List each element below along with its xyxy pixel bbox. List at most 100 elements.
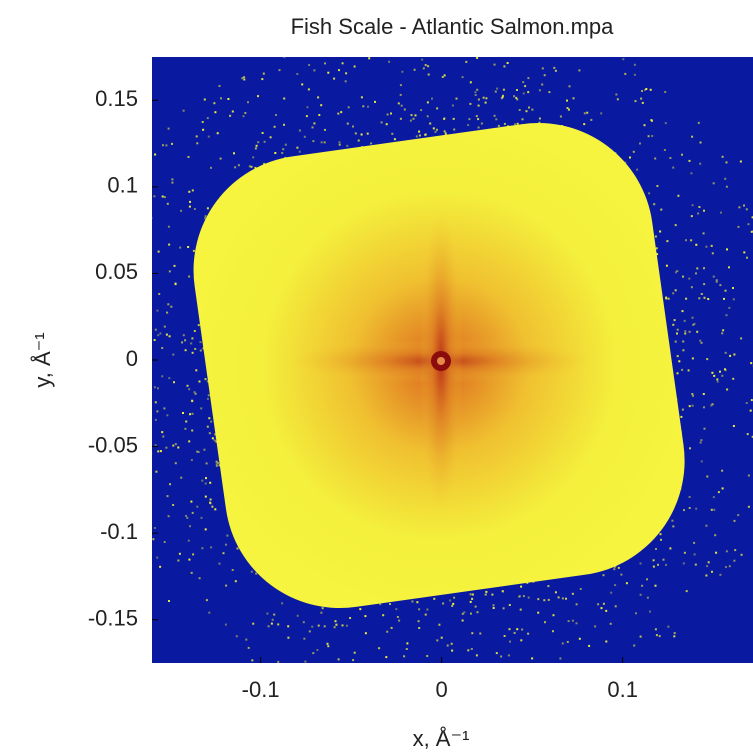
speckle bbox=[732, 287, 734, 289]
speckle bbox=[159, 565, 162, 568]
speckle bbox=[449, 712, 451, 714]
speckle bbox=[514, 123, 516, 126]
speckle bbox=[745, 402, 748, 404]
speckle bbox=[133, 399, 135, 401]
speckle bbox=[202, 128, 205, 131]
speckle bbox=[190, 342, 193, 345]
speckle bbox=[597, 603, 600, 606]
speckle bbox=[141, 380, 143, 382]
speckle bbox=[391, 132, 394, 135]
speckle bbox=[467, 124, 470, 127]
speckle bbox=[685, 590, 688, 593]
speckle bbox=[501, 590, 504, 593]
x-tick-label: 0 bbox=[436, 677, 448, 702]
speckle bbox=[90, 370, 92, 372]
speckle bbox=[693, 541, 696, 544]
speckle bbox=[654, 235, 657, 238]
speckle bbox=[121, 310, 123, 312]
speckle bbox=[107, 297, 109, 299]
speckle bbox=[537, 611, 540, 614]
speckle bbox=[191, 429, 194, 432]
speckle bbox=[418, 130, 421, 133]
speckle bbox=[341, 624, 344, 627]
speckle bbox=[273, 613, 276, 616]
speckle bbox=[337, 658, 340, 661]
speckle bbox=[486, 663, 488, 665]
speckle bbox=[141, 439, 143, 441]
speckle bbox=[420, 665, 422, 667]
speckle bbox=[205, 599, 208, 602]
speckle bbox=[149, 449, 151, 451]
speckle bbox=[750, 362, 753, 365]
speckle bbox=[154, 444, 157, 447]
speckle bbox=[688, 159, 691, 162]
speckle bbox=[417, 620, 420, 623]
speckle bbox=[404, 716, 406, 718]
speckle bbox=[269, 136, 272, 139]
speckle bbox=[323, 625, 326, 628]
speckle bbox=[356, 708, 358, 710]
speckle bbox=[316, 649, 319, 651]
speckle bbox=[692, 394, 694, 397]
speckle bbox=[720, 211, 722, 214]
speckle bbox=[298, 40, 300, 42]
speckle bbox=[654, 628, 657, 631]
speckle bbox=[138, 365, 140, 367]
speckle bbox=[721, 469, 724, 472]
speckle bbox=[715, 279, 718, 282]
speckle bbox=[341, 62, 344, 65]
speckle bbox=[231, 569, 234, 571]
speckle bbox=[308, 64, 311, 66]
speckle bbox=[83, 418, 85, 420]
speckle bbox=[474, 91, 477, 94]
speckle bbox=[119, 217, 121, 219]
speckle bbox=[633, 63, 636, 66]
speckle bbox=[214, 111, 217, 114]
speckle bbox=[166, 495, 169, 498]
speckle bbox=[480, 723, 482, 725]
speckle bbox=[350, 39, 352, 41]
speckle bbox=[732, 425, 735, 427]
speckle bbox=[694, 563, 697, 566]
speckle bbox=[697, 212, 700, 215]
speckle bbox=[682, 340, 685, 343]
speckle bbox=[303, 135, 306, 138]
speckle bbox=[267, 625, 270, 628]
speckle bbox=[318, 114, 321, 116]
speckle bbox=[362, 105, 365, 108]
speckle bbox=[706, 565, 709, 568]
speckle bbox=[168, 270, 171, 273]
speckle bbox=[338, 69, 340, 72]
speckle bbox=[692, 323, 695, 326]
speckle bbox=[605, 640, 608, 643]
speckle bbox=[204, 528, 207, 531]
speckle bbox=[394, 716, 396, 718]
speckle bbox=[449, 599, 452, 602]
speckle bbox=[602, 602, 605, 605]
speckle bbox=[508, 628, 511, 631]
speckle bbox=[538, 117, 541, 120]
speckle bbox=[443, 117, 446, 120]
speckle bbox=[711, 371, 714, 374]
speckle bbox=[146, 377, 148, 379]
speckle bbox=[751, 216, 753, 219]
speckle bbox=[629, 156, 631, 159]
speckle bbox=[147, 325, 149, 327]
speckle bbox=[257, 95, 259, 98]
speckle bbox=[145, 202, 147, 204]
speckle bbox=[118, 255, 120, 257]
speckle bbox=[225, 584, 228, 587]
speckle bbox=[159, 332, 162, 335]
speckle bbox=[403, 655, 406, 658]
speckle bbox=[161, 375, 164, 378]
speckle bbox=[442, 602, 445, 605]
speckle bbox=[161, 347, 164, 349]
speckle bbox=[554, 69, 557, 72]
speckle bbox=[503, 65, 506, 68]
speckle bbox=[698, 297, 701, 300]
speckle bbox=[189, 200, 191, 203]
speckle bbox=[139, 364, 141, 366]
speckle bbox=[743, 251, 746, 254]
speckle bbox=[451, 104, 454, 107]
speckle bbox=[125, 504, 127, 506]
